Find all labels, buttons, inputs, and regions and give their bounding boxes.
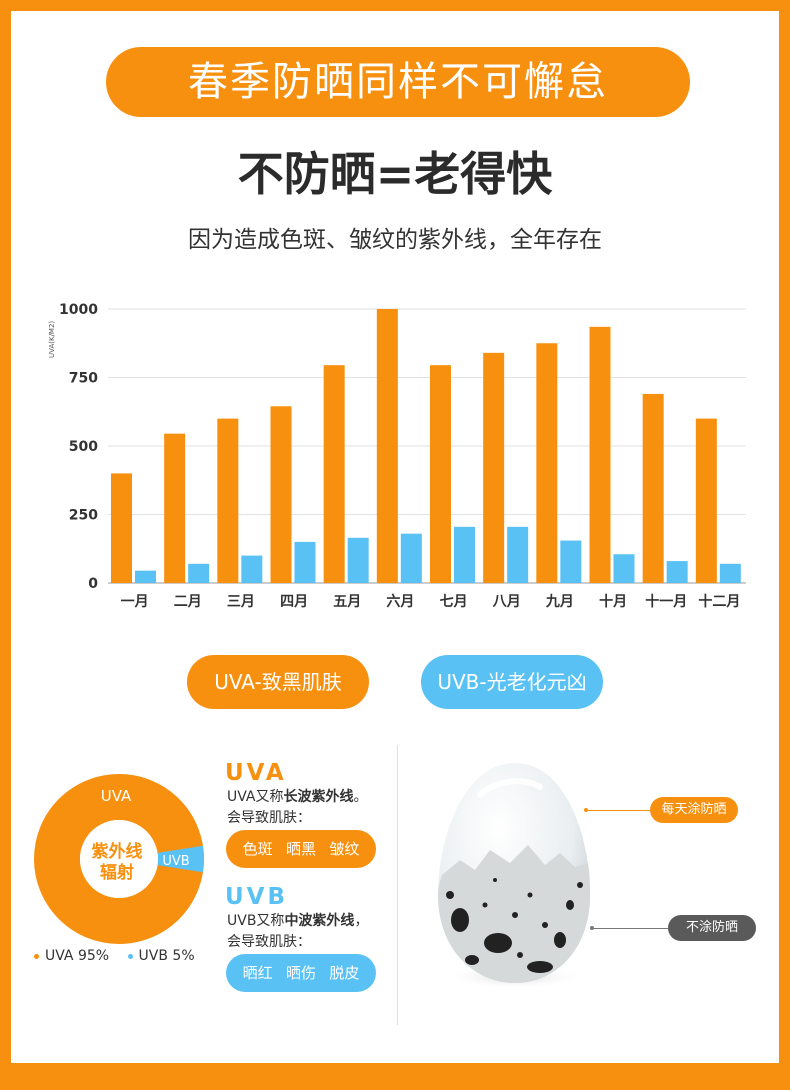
uvb-bar (135, 570, 156, 583)
y-tick-label: 0 (88, 576, 98, 592)
donut-hole (80, 820, 158, 898)
uvb-legend-text: UVB 5% (138, 948, 195, 964)
speckles (446, 878, 583, 973)
uva-bar (323, 365, 345, 583)
x-tick-label: 十月 (599, 593, 627, 610)
uvb-bar (347, 537, 369, 583)
uva-effects: 色斑 晒黑 皱纹 (226, 830, 376, 868)
uva-bar (217, 418, 239, 583)
donut-center-line1: 紫外线 (92, 841, 143, 862)
donut-uvb-label: UVB (162, 854, 189, 869)
uva-effect: 皱纹 (329, 840, 360, 858)
y-axis-label-text: UVA(K/M2) (48, 321, 56, 358)
uvb-bar (454, 526, 475, 583)
uvb-bar (613, 554, 635, 583)
x-tick-label: 十一月 (645, 593, 687, 610)
sunscreen-leader-dot (584, 808, 588, 812)
uvb-bar (294, 541, 316, 583)
uva-title: UVA (225, 760, 287, 786)
uvb-effects: 晒红 晒伤 脱皮 (226, 954, 376, 992)
uva-bar (483, 352, 505, 583)
x-tick-label: 四月 (280, 594, 308, 610)
y-axis-label-wrap: UVA(K/M2) (48, 321, 56, 358)
subheadline: 因为造成色斑、皱纹的紫外线，全年存在 (188, 227, 602, 253)
uvb-bar (560, 540, 582, 583)
uvb-bar (400, 533, 422, 583)
uvb-description: UVB又称中波紫外线， 会导致肌肤： (227, 913, 369, 950)
uva-effect: 晒黑 (285, 840, 316, 858)
uvb-bar (719, 563, 741, 583)
shell-highlight (477, 778, 543, 798)
uva-legend-dot (34, 953, 39, 959)
uva-bar (376, 309, 398, 583)
x-tick-label: 九月 (545, 594, 574, 610)
uv-monthly-bar-chart: 0 250 500 750 1000 一月 二月 三月 四月 五月 六月 七月 八月 九月 十月 十一月 十二月… (59, 302, 746, 610)
x-tick-label: 八月 (492, 594, 521, 610)
uva-bar (695, 418, 717, 583)
chart-grid (108, 308, 746, 584)
x-tick-label: 七月 (440, 594, 468, 610)
uva-bar (111, 473, 132, 583)
x-tick-label: 三月 (227, 594, 255, 610)
y-tick-label: 500 (69, 439, 98, 455)
sunscreen-leader-line (586, 810, 650, 811)
uvb-bar (241, 555, 263, 583)
uvb-slice (157, 845, 204, 873)
uva-bar (642, 393, 664, 583)
x-tick-label: 二月 (174, 594, 202, 610)
donut-uva-label: UVA (101, 787, 132, 805)
uva-bar (536, 343, 558, 583)
donut-legend: UVA 95% UVB 5% (34, 948, 195, 964)
uva-bar (430, 365, 451, 583)
no-sunscreen-leader-dot (590, 926, 594, 930)
uvb-effect: 脱皮 (329, 964, 360, 982)
y-tick-label: 250 (69, 508, 98, 524)
section-divider (397, 745, 398, 1025)
uvb-bar (188, 563, 210, 583)
no-sunscreen-leader-line (592, 928, 668, 929)
x-tick-label: 十二月 (698, 593, 740, 610)
spring-sunscreen-banner: 春季防晒同样不可懈怠 (106, 47, 690, 117)
x-tick-label: 六月 (386, 593, 414, 610)
uva-description: UVA又称长波紫外线。 会导致肌肤： (227, 789, 368, 826)
egg-illustration (438, 763, 590, 989)
x-tick-label: 五月 (333, 594, 361, 610)
uva-bar (164, 433, 186, 583)
chart-labels: 0 250 500 750 1000 一月 二月 三月 四月 五月 六月 七月 八月 九月 十月 十一月 十二月 (59, 302, 740, 610)
y-tick-label: 750 (69, 371, 98, 387)
uvb-effect: 晒红 (242, 964, 273, 982)
daily-sunscreen-tag: 每天涂防晒 (650, 797, 738, 823)
donut-center-line2: 辐射 (100, 862, 134, 883)
uva-legend-text: UVA 95% (45, 948, 110, 964)
uvb-bar (666, 561, 688, 583)
uva-bar (270, 406, 292, 583)
uvb-legend-dot (127, 953, 133, 959)
uva-bar (589, 326, 611, 583)
uv-donut-chart: UVA UVB 紫外线 辐射 (34, 774, 204, 944)
x-tick-label: 一月 (121, 594, 149, 610)
uvb-pill: UVB-光老化元凶 (421, 655, 603, 709)
uva-pill: UVA-致黑肌肤 (187, 655, 369, 709)
chart-bars (111, 309, 741, 583)
uvb-effect: 晒伤 (285, 964, 316, 982)
uvb-bar (507, 526, 529, 583)
uva-effect: 色斑 (242, 840, 273, 858)
no-sunscreen-tag: 不涂防晒 (668, 915, 756, 941)
headline: 不防晒=老得快 (237, 147, 553, 201)
y-tick-label: 1000 (59, 302, 98, 318)
uvb-title: UVB (225, 884, 289, 910)
